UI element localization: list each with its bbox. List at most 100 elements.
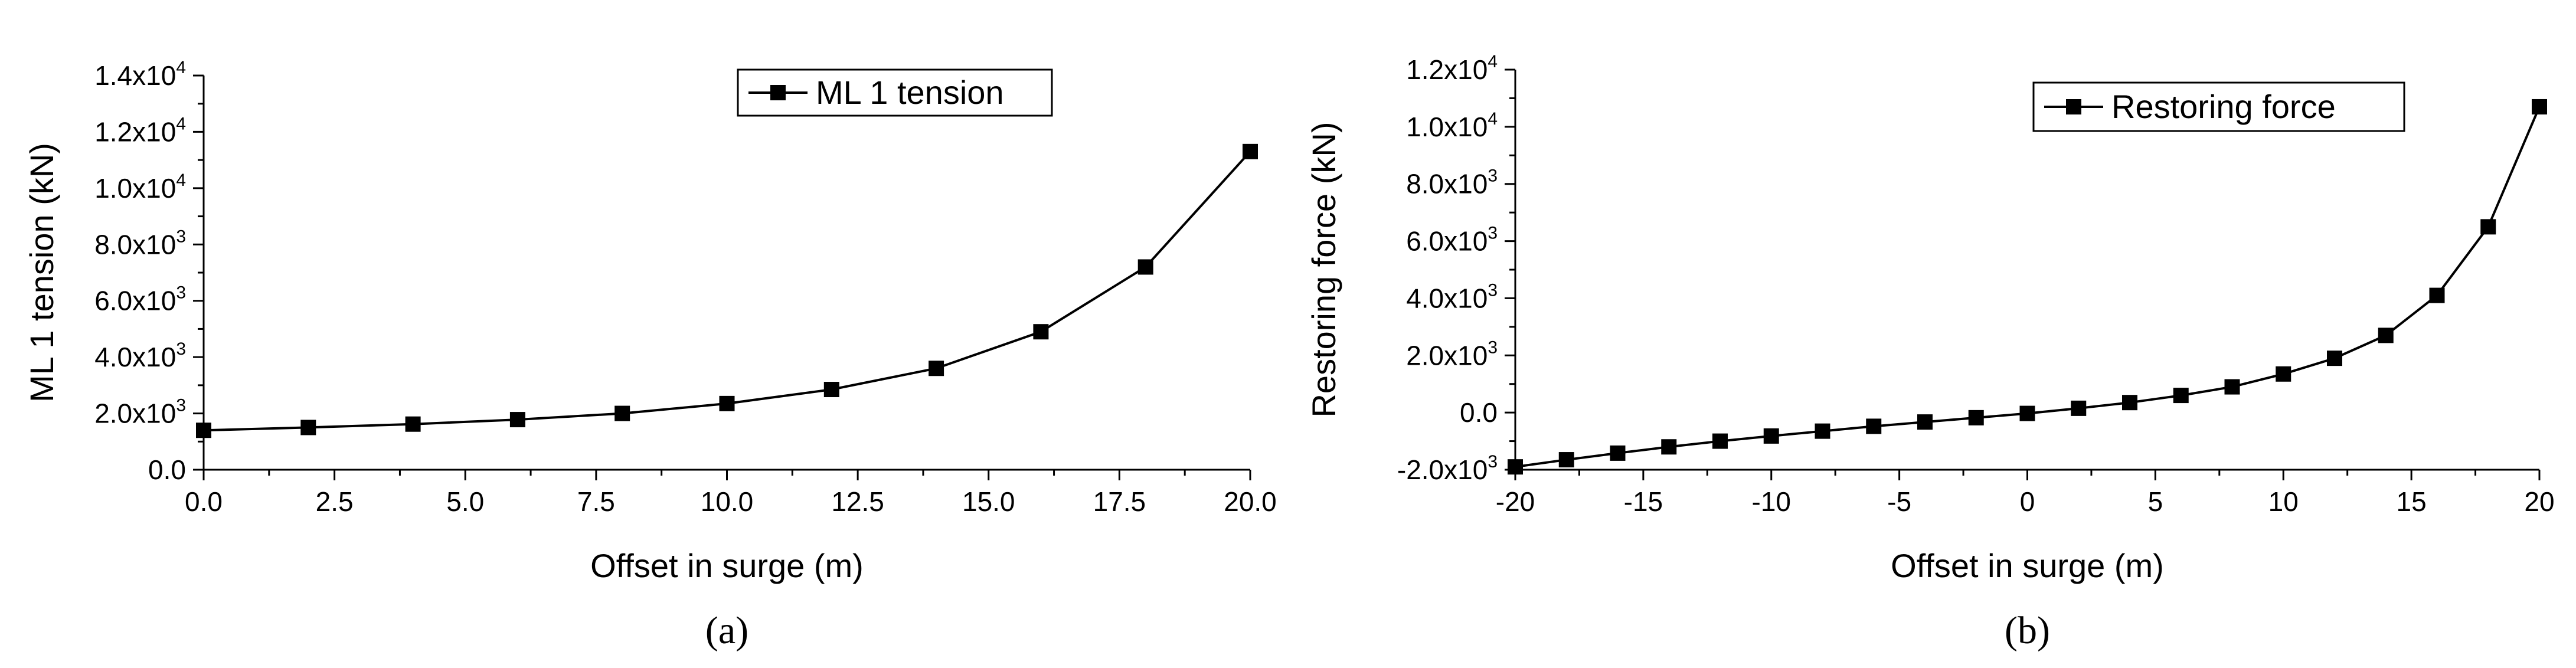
chart-a-x-tick-label: 10.0 xyxy=(701,486,754,517)
chart-a-data-point xyxy=(1243,143,1258,159)
chart-a-y-tick-exponent: 3 xyxy=(176,283,186,303)
chart-a-y-tick-exponent: 4 xyxy=(176,171,186,190)
chart-b-y-tick-mantissa: 1.2x10 xyxy=(1406,54,1488,85)
chart-b-y-tick-exponent: 4 xyxy=(1488,109,1498,129)
chart-b-y-tick-mantissa: -2.0x10 xyxy=(1397,454,1488,485)
chart-a-x-tick-label: 0.0 xyxy=(185,486,223,517)
chart-b-x-tick-label: -20 xyxy=(1496,486,1535,517)
chart-a-y-tick-mantissa: 4.0x10 xyxy=(94,342,176,372)
chart-b-y-tick-label: 1.2x104 xyxy=(1406,52,1498,85)
chart-b-y-tick-mantissa: 1.0x10 xyxy=(1406,112,1488,142)
chart-b-data-point xyxy=(2327,351,2342,366)
chart-a-data-point xyxy=(509,412,525,428)
chart-b-data-point xyxy=(2378,328,2394,343)
chart-b-y-tick-exponent: 4 xyxy=(1488,52,1498,71)
chart-b-data-point xyxy=(2276,366,2291,382)
chart-a-y-tick-label: 1.0x104 xyxy=(94,171,186,204)
chart-b-data-point xyxy=(1610,445,1626,461)
chart-a-y-tick-mantissa: 8.0x10 xyxy=(94,229,176,260)
chart-b-y-tick-exponent: 3 xyxy=(1488,224,1498,243)
chart-a-x-tick-label: 20.0 xyxy=(1224,486,1277,517)
chart-b-y-tick-mantissa: 6.0x10 xyxy=(1406,226,1488,257)
chart-a-data-point xyxy=(719,395,735,411)
chart-a-x-tick-label: 2.5 xyxy=(316,486,354,517)
chart-a-data-point xyxy=(1137,259,1153,275)
chart-a-x-tick-label: 5.0 xyxy=(446,486,484,517)
chart-b-x-axis-label: Offset in surge (m) xyxy=(1891,547,2164,584)
chart-b-x-tick-label: 0 xyxy=(2020,486,2035,517)
chart-a-data-point xyxy=(300,420,316,435)
chart-a-legend-marker xyxy=(770,85,786,100)
chart-b-x-tick-label: 20 xyxy=(2524,486,2554,517)
chart-a-y-tick-mantissa: 1.0x10 xyxy=(94,173,176,204)
chart-b-x-tick-label: 10 xyxy=(2268,486,2299,517)
chart-b-data-point xyxy=(2532,99,2547,114)
chart-b-data-point xyxy=(2019,405,2035,421)
chart-b-y-tick-exponent: 3 xyxy=(1488,338,1498,357)
chart-a-y-tick-exponent: 3 xyxy=(176,339,186,359)
chart-b-y-tick-exponent: 3 xyxy=(1488,166,1498,186)
chart-a-data-point xyxy=(929,361,944,376)
chart-b-data-point xyxy=(1558,452,1574,468)
chart-b-x-tick-label: 5 xyxy=(2148,486,2163,517)
chart-b-y-tick-label: -2.0x103 xyxy=(1397,452,1498,485)
chart-a-panel-label: (a) xyxy=(705,609,748,652)
chart-b: -20 -15 -10 -5 0 5 10 15 20-2.0x1030.02.0x1034.0… xyxy=(1305,52,2555,652)
chart-b-data-point xyxy=(2224,379,2240,395)
chart-b-y-tick-label: 4.0x103 xyxy=(1406,280,1498,313)
chart-b-data-point xyxy=(1866,418,1882,434)
chart-a-x-tick-label: 7.5 xyxy=(577,486,615,517)
chart-a-y-tick-exponent: 4 xyxy=(176,58,186,77)
chart-a-y-tick-label: 2.0x103 xyxy=(94,396,186,429)
chart-b-data-point xyxy=(2071,400,2087,416)
chart-b-data-point xyxy=(1968,410,1984,425)
chart-b-data-point xyxy=(2429,287,2445,303)
chart-b-legend-label: Restoring force xyxy=(2111,88,2336,125)
chart-b-data-point xyxy=(1508,459,1523,475)
chart-a-x-tick-label: 17.5 xyxy=(1093,486,1146,517)
chart-a-series-line xyxy=(203,150,1251,432)
chart-a-y-tick-label: 6.0x103 xyxy=(94,283,186,316)
chart-b-y-axis-label: Restoring force (kN) xyxy=(1305,122,1342,417)
chart-a-x-axis-label: Offset in surge (m) xyxy=(590,547,864,584)
chart-b-data-point xyxy=(1763,428,1779,444)
chart-b-legend-marker xyxy=(2066,99,2081,114)
chart-b-y-tick-label: 2.0x103 xyxy=(1406,338,1498,371)
chart-b-y-tick-mantissa: 4.0x10 xyxy=(1406,283,1488,313)
chart-a-y-tick-exponent: 4 xyxy=(176,114,186,133)
chart-a-y-tick-mantissa: 0.0 xyxy=(148,454,186,485)
chart-b-x-tick-label: -10 xyxy=(1752,486,1791,517)
chart-b-x-tick-label: 15 xyxy=(2397,486,2427,517)
chart-a-y-tick-label: 1.2x104 xyxy=(94,114,186,147)
chart-a-y-tick-exponent: 3 xyxy=(176,227,186,246)
chart-b-y-tick-exponent: 3 xyxy=(1488,280,1498,300)
chart-b-data-point xyxy=(1712,433,1728,449)
chart-a-legend-label: ML 1 tension xyxy=(816,74,1004,111)
chart-a-y-tick-label: 1.4x104 xyxy=(94,58,186,91)
chart-a-y-tick-label: 8.0x103 xyxy=(94,227,186,260)
chart-b-y-tick-mantissa: 2.0x10 xyxy=(1406,340,1488,371)
chart-b-y-tick-mantissa: 0.0 xyxy=(1460,397,1498,428)
chart-b-legend: Restoring force xyxy=(2032,81,2405,132)
chart-a-y-tick-mantissa: 1.2x10 xyxy=(94,116,176,147)
chart-a-y-axis-label: ML 1 tension (kN) xyxy=(23,143,60,402)
chart-a-data-point xyxy=(614,405,630,421)
chart-a-y-tick-mantissa: 6.0x10 xyxy=(94,286,176,316)
chart-a-data-point xyxy=(196,423,211,438)
chart-b-panel-label: (b) xyxy=(2005,609,2050,652)
chart-b-data-point xyxy=(1815,423,1830,439)
chart-b-data-point xyxy=(1917,414,1933,430)
chart-b-y-tick-label: 6.0x103 xyxy=(1406,224,1498,257)
chart-b-data-point xyxy=(2173,388,2189,404)
chart-b-x-tick-label: -5 xyxy=(1887,486,1911,517)
chart-a-y-tick-label: 0.0 xyxy=(148,454,186,485)
chart-a-legend: ML 1 tension xyxy=(737,68,1053,117)
chart-b-y-tick-label: 8.0x103 xyxy=(1406,166,1498,199)
chart-a-x-tick-label: 12.5 xyxy=(831,486,884,517)
chart-a-data-point xyxy=(823,382,839,398)
chart-b-y-tick-label: 0.0 xyxy=(1460,397,1498,428)
chart-b-x-tick-label: -15 xyxy=(1624,486,1663,517)
chart-a-y-tick-mantissa: 2.0x10 xyxy=(94,398,176,429)
chart-a-x-tick-label: 15.0 xyxy=(962,486,1015,517)
